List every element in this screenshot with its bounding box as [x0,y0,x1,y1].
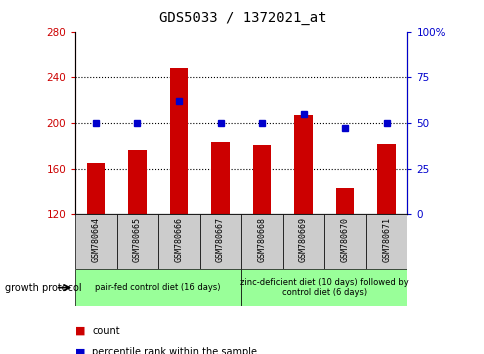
Bar [294,115,312,214]
Text: GSM780666: GSM780666 [174,217,183,262]
Text: GSM780664: GSM780664 [91,217,100,262]
Bar [365,214,407,269]
Text: GSM780671: GSM780671 [381,217,390,262]
Bar [377,143,395,214]
Bar [199,214,241,269]
Bar [335,188,354,214]
Text: count: count [92,326,120,336]
Bar [211,142,229,214]
Bar [87,163,105,214]
Bar [241,269,407,306]
Bar [75,214,117,269]
Bar [252,145,271,214]
Bar [158,214,199,269]
Text: GSM780665: GSM780665 [133,217,142,262]
Bar [241,214,282,269]
Text: ■: ■ [75,347,86,354]
Bar [117,214,158,269]
Text: GDS5033 / 1372021_at: GDS5033 / 1372021_at [158,11,326,25]
Bar [128,150,147,214]
Text: percentile rank within the sample: percentile rank within the sample [92,347,257,354]
Text: GSM780669: GSM780669 [299,217,307,262]
Text: GSM780670: GSM780670 [340,217,349,262]
Bar [324,214,365,269]
Text: pair-fed control diet (16 days): pair-fed control diet (16 days) [95,283,221,292]
Text: zinc-deficient diet (10 days) followed by
control diet (6 days): zinc-deficient diet (10 days) followed b… [240,278,408,297]
Text: GSM780668: GSM780668 [257,217,266,262]
Bar [75,269,241,306]
Bar [282,214,324,269]
Bar [169,68,188,214]
Text: ■: ■ [75,326,86,336]
Text: growth protocol: growth protocol [5,282,81,293]
Text: GSM780667: GSM780667 [215,217,225,262]
